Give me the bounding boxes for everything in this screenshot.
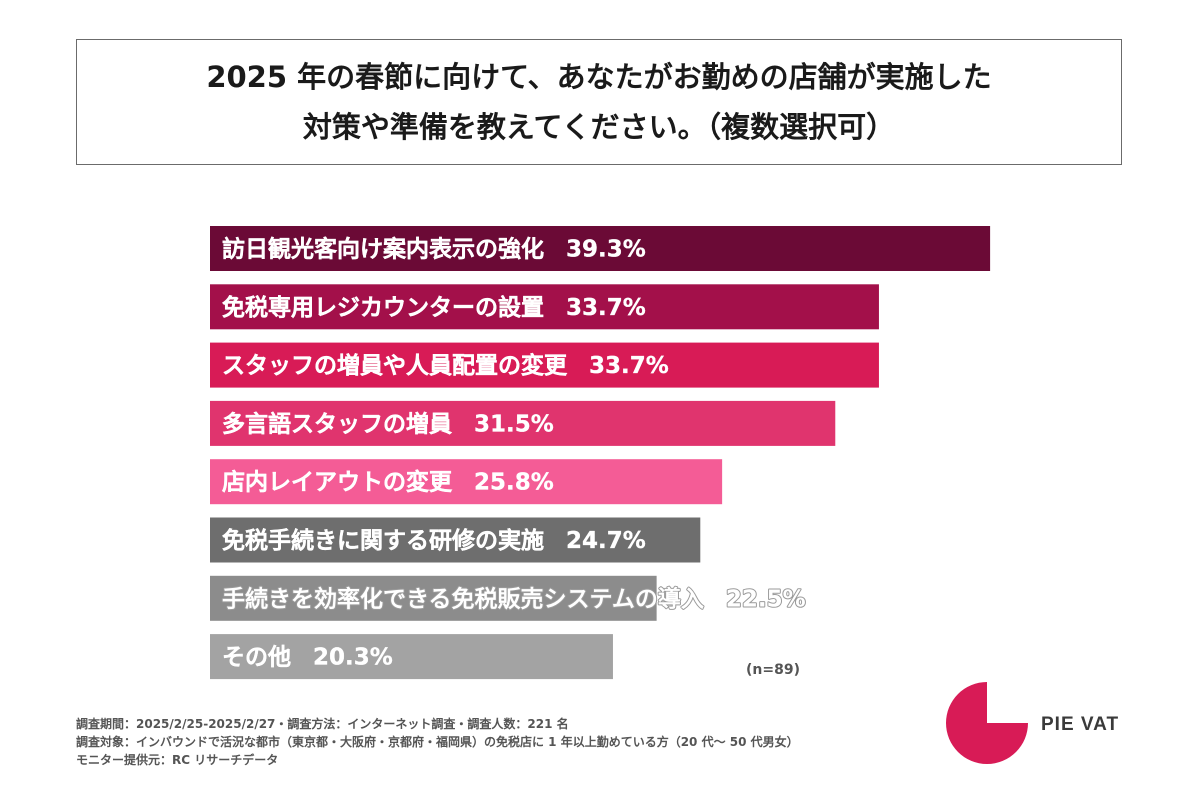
category-label-6: 免税手続きに関する研修の実施	[222, 527, 544, 554]
bar-3	[210, 342, 879, 388]
footer-notes: 調査期間：2025/2/25-2025/2/27・調査方法：インターネット調査・…	[76, 715, 799, 769]
footer-line-period: 調査期間：2025/2/25-2025/2/27・調査方法：インターネット調査・…	[76, 717, 569, 731]
bar-label-6: 免税手続きに関する研修の実施 24.7%	[222, 527, 646, 554]
category-label-7: 手続きを効率化できる免税販売システムの導入	[222, 585, 704, 612]
category-label-4: 多言語スタッフの増員	[222, 410, 452, 437]
sample-size-note: (n=89)	[746, 662, 800, 678]
category-label-8: その他	[222, 645, 291, 671]
pie-logo-icon	[946, 682, 1028, 764]
value-label-3: 33.7%	[589, 353, 669, 379]
title-box: 2025 年の春節に向けて、あなたがお勤めの店舗が実施した 対策や準備を教えてく…	[76, 39, 1122, 165]
value-label-5: 25.8%	[474, 470, 554, 496]
category-label-5: 店内レイアウトの変更	[222, 469, 453, 496]
category-label-1: 訪日観光客向け案内表示の強化	[222, 236, 544, 263]
value-label-1: 39.3%	[566, 237, 646, 263]
category-label-3: スタッフの増員や人員配置の変更	[222, 352, 568, 379]
bar-label-5: 店内レイアウトの変更 25.8%	[222, 469, 554, 496]
bar-label-2: 免税専用レジカウンターの設置 33.7%	[222, 294, 646, 321]
category-label-2: 免税専用レジカウンターの設置	[222, 294, 544, 321]
footer-line-target: 調査対象：インバウンドで活況な都市（東京都・大阪府・京都府・福岡県）の免税店に …	[76, 735, 799, 749]
value-label-8: 20.3%	[313, 645, 393, 671]
bar-4	[210, 400, 836, 446]
bar-6	[210, 517, 701, 563]
bar-label-1: 訪日観光客向け案内表示の強化 39.3%	[222, 236, 646, 263]
title-line-2: 対策や準備を教えてください。（複数選択可）	[302, 110, 896, 144]
bar-5	[210, 459, 723, 505]
bar-label-3: スタッフの増員や人員配置の変更 33.7%	[222, 352, 669, 379]
bar-label-8: その他 20.3%	[222, 645, 393, 671]
title-line-1: 2025 年の春節に向けて、あなたがお勤めの店舗が実施した	[206, 60, 992, 94]
footer-line-provider: モニター提供元：RC リサーチデータ	[76, 753, 279, 767]
value-label-7: 22.5%	[726, 586, 806, 612]
bar-label-4: 多言語スタッフの増員 31.5%	[222, 410, 554, 437]
value-label-2: 33.7%	[566, 295, 646, 321]
bar-8	[210, 634, 613, 680]
bar-1	[210, 226, 991, 271]
bar-label-7: 手続きを効率化できる免税販売システムの導入 22.5%	[222, 585, 806, 612]
value-label-4: 31.5%	[474, 411, 554, 437]
bar-7	[210, 575, 657, 621]
value-label-6: 24.7%	[566, 528, 646, 554]
bar-2	[210, 284, 879, 330]
brand-name: PIE VAT	[1041, 714, 1120, 735]
